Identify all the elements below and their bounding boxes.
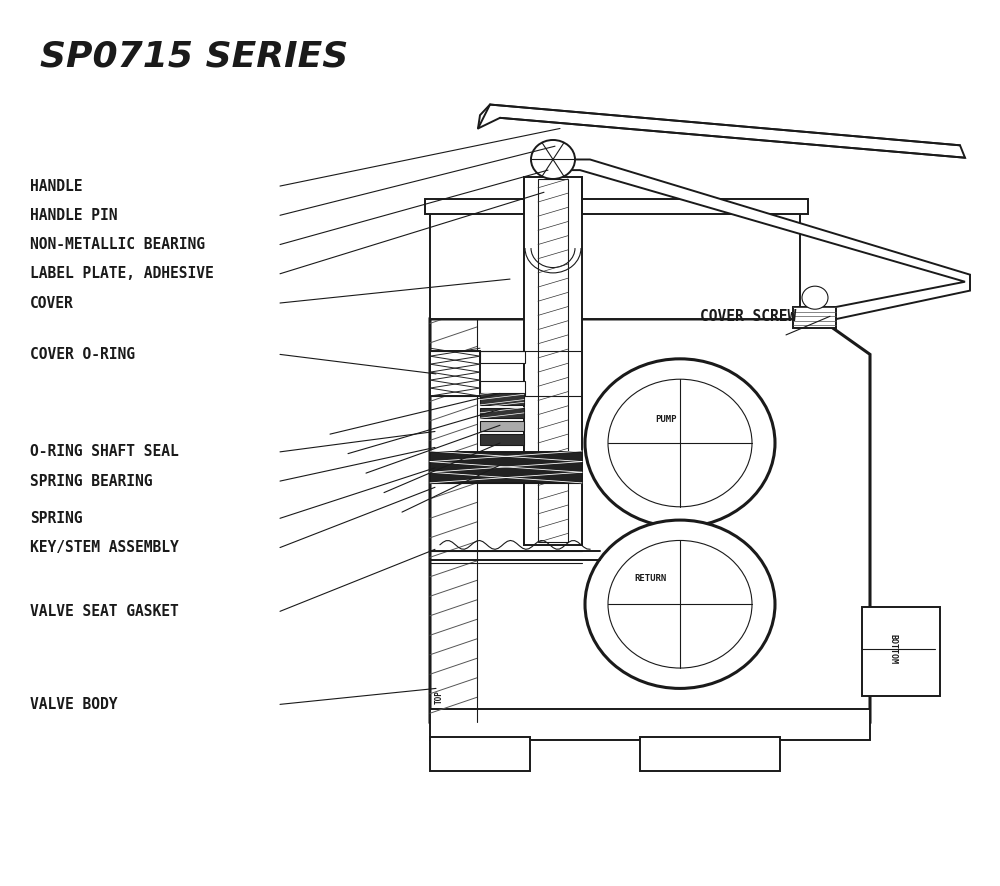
Polygon shape [480, 381, 525, 396]
Polygon shape [480, 351, 525, 363]
Polygon shape [480, 421, 524, 431]
Polygon shape [524, 177, 582, 545]
Text: SP0715 SERIES: SP0715 SERIES [40, 40, 348, 74]
Text: RETURN: RETURN [634, 574, 666, 583]
Polygon shape [478, 105, 965, 158]
Polygon shape [430, 319, 870, 722]
Polygon shape [862, 607, 940, 696]
Polygon shape [430, 709, 870, 740]
Polygon shape [480, 408, 524, 418]
Text: O-RING SHAFT SEAL: O-RING SHAFT SEAL [30, 445, 179, 459]
Polygon shape [545, 159, 970, 323]
Text: LABEL PLATE, ADHESIVE: LABEL PLATE, ADHESIVE [30, 267, 214, 281]
Text: HANDLE PIN: HANDLE PIN [30, 208, 118, 222]
Polygon shape [480, 434, 524, 445]
Text: TOP: TOP [434, 690, 444, 704]
Polygon shape [430, 351, 480, 396]
Polygon shape [430, 737, 530, 771]
Polygon shape [425, 199, 808, 214]
Text: SPRING: SPRING [30, 511, 82, 525]
Text: SPRING BEARING: SPRING BEARING [30, 474, 152, 488]
Text: VALVE SEAT GASKET: VALVE SEAT GASKET [30, 604, 179, 618]
Circle shape [585, 520, 775, 688]
Text: KEY/STEM ASSEMBLY: KEY/STEM ASSEMBLY [30, 540, 179, 555]
Text: VALVE BODY: VALVE BODY [30, 697, 118, 711]
Text: NON-METALLIC BEARING: NON-METALLIC BEARING [30, 237, 205, 252]
Circle shape [608, 540, 752, 668]
Polygon shape [430, 452, 582, 483]
Polygon shape [640, 737, 780, 771]
Circle shape [531, 140, 575, 179]
Circle shape [585, 359, 775, 527]
Polygon shape [793, 307, 836, 328]
Polygon shape [480, 393, 524, 405]
Polygon shape [430, 213, 800, 319]
Text: COVER O-RING: COVER O-RING [30, 347, 135, 361]
Text: COVER SCREW: COVER SCREW [700, 309, 796, 323]
Text: BOTTOM: BOTTOM [889, 633, 898, 664]
Circle shape [802, 286, 828, 309]
Text: HANDLE: HANDLE [30, 179, 82, 193]
Polygon shape [538, 179, 568, 542]
Text: COVER: COVER [30, 296, 74, 310]
Text: PUMP: PUMP [655, 415, 676, 424]
Circle shape [608, 379, 752, 507]
